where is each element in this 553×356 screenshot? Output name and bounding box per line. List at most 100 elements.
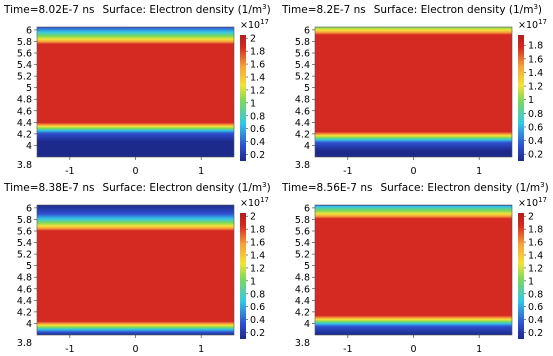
colorbar-tick-label: 0.2 [250, 150, 265, 161]
colorbar-tick-label: 0.8 [250, 111, 265, 122]
multiplier-base: ×10 [240, 20, 260, 31]
colorbar-tick-label: 1.2 [250, 263, 265, 274]
colorbar-tick-label: 1.2 [250, 85, 265, 96]
multiplier-base: ×10 [240, 198, 260, 209]
y-tick-label: 5.4 [17, 60, 32, 71]
colorbar [240, 213, 246, 339]
colorbar-tick-label: 1 [250, 98, 256, 109]
y-tick-label: 5.4 [295, 60, 310, 71]
title-time: Time=8.2E-7 ns [281, 4, 366, 16]
x-tick-label: 1 [476, 166, 482, 177]
title-close: ) [267, 4, 271, 16]
title-time: Time=8.56E-7 ns [281, 182, 372, 194]
title-surface: Surface: Electron density (1/m [102, 182, 262, 194]
y-tick-label: 3.8 [295, 160, 310, 171]
y-tick-label: 4.8 [295, 273, 310, 284]
title-time: Time=8.02E-7 ns [3, 4, 94, 16]
y-tick-label: 4.6 [17, 106, 32, 117]
y-tick-label: 5.2 [17, 250, 32, 261]
y-tick-label: 4.2 [295, 307, 310, 318]
multiplier-exponent: 17 [538, 196, 547, 204]
y-tick-label: 5.6 [17, 227, 32, 238]
y-tick-label: 5.2 [295, 72, 310, 83]
x-tick-label: 0 [132, 166, 138, 177]
y-tick-label: 4 [26, 319, 32, 330]
colorbar-tick-label: 1.4 [250, 73, 265, 84]
y-tick-label: 4.6 [295, 284, 310, 295]
x-tick-label: -1 [65, 344, 74, 355]
y-tick-label: 4.4 [295, 118, 310, 129]
colorbar-tick-label: 0.6 [250, 124, 265, 135]
y-tick-label: 5.8 [295, 37, 310, 48]
colorbar-tick-label: 1.4 [528, 68, 543, 79]
y-tick-label: 5.2 [295, 250, 310, 261]
y-tick-label: 4.8 [17, 95, 32, 106]
y-tick-label: 5.4 [295, 238, 310, 249]
chart-panel-1: Time=8.02E-7 ns Surface: Electron density… [3, 3, 271, 177]
y-tick-label: 5 [304, 261, 310, 272]
colorbar-tick-label: 1.4 [528, 251, 543, 262]
y-tick-label: 6 [26, 203, 32, 214]
colorbar-tick-label: 1.2 [528, 263, 543, 274]
y-tick-label: 4 [26, 141, 32, 152]
colorbar-tick-label: 0.8 [528, 109, 543, 120]
x-tick-label: -1 [343, 166, 352, 177]
y-tick-label: 4.8 [17, 273, 32, 284]
title-unit-exponent: 3 [262, 3, 266, 11]
density-surface [315, 205, 512, 335]
colorbar-tick-label: 1.6 [250, 238, 265, 249]
y-tick-label: 5.4 [17, 238, 32, 249]
x-tick-label: 0 [410, 166, 416, 177]
colorbar-tick-label: 0.8 [528, 289, 543, 300]
y-tick-label: 6 [304, 25, 310, 36]
y-tick-label: 4.2 [17, 129, 32, 140]
density-surface [37, 27, 234, 157]
y-tick-label: 5.6 [295, 49, 310, 60]
colorbar [518, 213, 524, 339]
density-surface [37, 205, 234, 335]
multiplier-exponent: 17 [260, 18, 269, 26]
title-unit-exponent: 3 [533, 3, 537, 11]
title-close: ) [538, 4, 542, 16]
chart-panel-2: Time=8.2E-7 ns Surface: Electron density … [281, 3, 547, 177]
colorbar-tick-label: 0.4 [528, 315, 543, 326]
title-surface: Surface: Electron density (1/m [380, 182, 540, 194]
y-tick-label: 3.8 [295, 338, 310, 349]
y-tick-label: 4.4 [17, 118, 32, 129]
colorbar-tick-label: 1.6 [528, 54, 543, 65]
title-unit-exponent: 3 [262, 181, 266, 189]
colorbar-tick-label: 1 [528, 95, 534, 106]
x-tick-label: 1 [198, 166, 204, 177]
multiplier-base: ×10 [518, 20, 538, 31]
multiplier-base: ×10 [518, 198, 538, 209]
chart-title: Time=8.02E-7 ns Surface: Electron density… [3, 3, 271, 16]
y-tick-label: 5.8 [295, 215, 310, 226]
colorbar-tick-label: 1.8 [528, 225, 543, 236]
colorbar-tick-label: 0.8 [250, 289, 265, 300]
title-unit-exponent: 3 [540, 181, 544, 189]
y-tick-label: 5 [304, 83, 310, 94]
colorbar-multiplier: ×1017 [240, 18, 269, 31]
colorbar-tick-label: 1.8 [250, 47, 265, 58]
colorbar-tick-label: 1.6 [528, 238, 543, 249]
y-tick-label: 5 [26, 261, 32, 272]
density-surface [315, 27, 512, 157]
y-tick-label: 4.8 [295, 95, 310, 106]
y-tick-label: 4 [304, 141, 310, 152]
colorbar-tick-label: 0.4 [250, 315, 265, 326]
colorbar-multiplier: ×1017 [518, 196, 547, 209]
y-tick-label: 5.8 [17, 37, 32, 48]
x-tick-label: 1 [198, 344, 204, 355]
x-tick-label: -1 [65, 166, 74, 177]
colorbar-tick-label: 0.6 [528, 122, 543, 133]
y-tick-label: 3.8 [17, 160, 32, 171]
title-time: Time=8.38E-7 ns [3, 182, 94, 194]
colorbar-tick-label: 1 [250, 276, 256, 287]
colorbar-tick-label: 1.2 [528, 82, 543, 93]
colorbar-tick-label: 0.4 [528, 136, 543, 147]
y-tick-label: 4.4 [17, 296, 32, 307]
y-tick-label: 3.8 [17, 338, 32, 349]
colorbar-multiplier: ×1017 [240, 196, 269, 209]
x-tick-label: 0 [132, 344, 138, 355]
colorbar-tick-label: 0.2 [528, 328, 543, 339]
